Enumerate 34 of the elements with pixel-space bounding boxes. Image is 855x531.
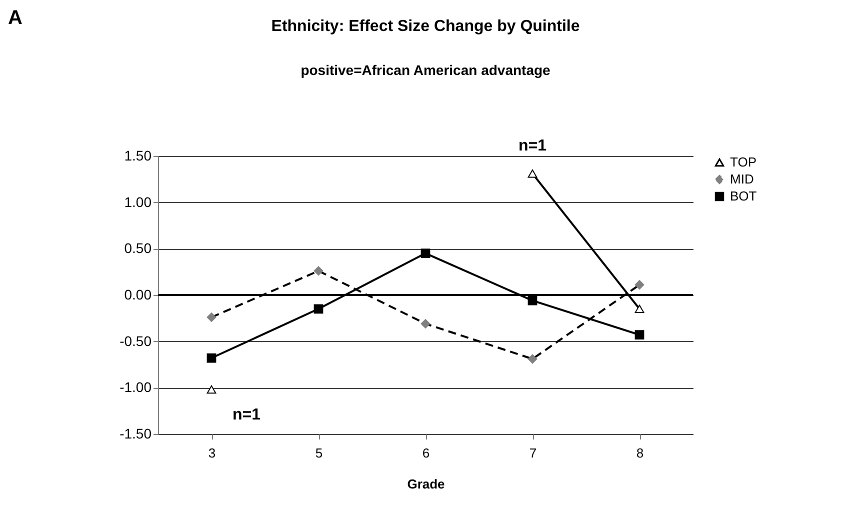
x-axis-title: Grade: [407, 476, 445, 492]
x-tick-label: 3: [208, 446, 216, 460]
y-tick-label: 1.00: [124, 194, 152, 210]
point: [206, 353, 216, 363]
legend-label: TOP: [730, 154, 756, 170]
point: [420, 248, 430, 258]
y-tick-label: -1.50: [120, 426, 152, 442]
legend-label: BOT: [730, 188, 757, 204]
point: [634, 280, 644, 290]
y-tick-label: 0.50: [124, 240, 152, 256]
point: [634, 330, 644, 340]
point: [314, 266, 324, 276]
point: [634, 304, 644, 314]
point: [528, 354, 538, 364]
point: [420, 319, 430, 328]
chart-title: Ethnicity: Effect Size Change by Quintile: [271, 18, 580, 35]
point: [206, 385, 216, 394]
x-tick-label: 6: [422, 446, 430, 460]
x-tick-label: 8: [636, 446, 644, 460]
y-tick-label: 1.50: [124, 148, 152, 164]
chart-subtitle: positive=African American advantage: [300, 62, 551, 78]
point: [528, 169, 538, 178]
y-tick-label: 0.00: [124, 286, 152, 302]
x-tick-label: 5: [315, 446, 323, 460]
y-tick-label: -1.00: [120, 379, 152, 396]
legend-label: MID: [730, 172, 754, 186]
point: [206, 312, 216, 322]
annotation: n=1: [518, 138, 547, 155]
x-tick-label: 7: [529, 446, 537, 460]
point: [314, 304, 324, 314]
point: [528, 296, 538, 306]
annotation: n=1: [232, 406, 261, 424]
y-tick-label: -0.50: [120, 332, 152, 349]
text: A: [8, 7, 22, 29]
